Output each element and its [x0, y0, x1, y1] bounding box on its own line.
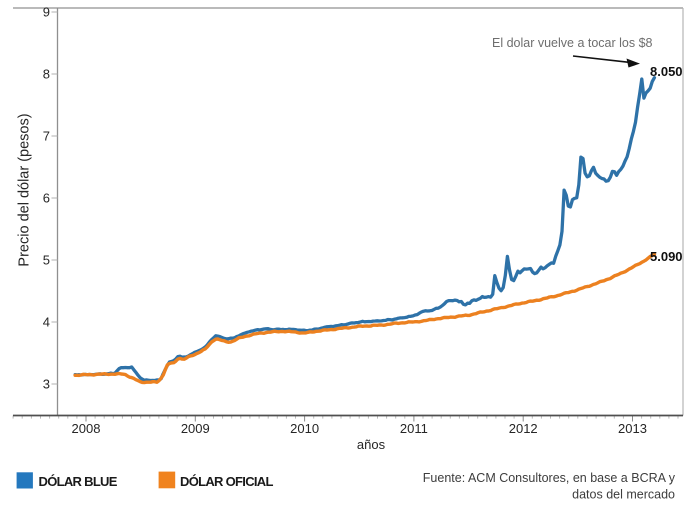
svg-text:El dolar vuelve a tocar los $8: El dolar vuelve a tocar los $8 — [492, 36, 653, 50]
svg-text:2012: 2012 — [509, 421, 538, 436]
svg-text:5: 5 — [43, 253, 50, 268]
svg-text:Fuente: ACM Consultores, en ba: Fuente: ACM Consultores, en base a BCRA … — [423, 471, 676, 485]
svg-text:DÓLAR BLUE: DÓLAR BLUE — [39, 474, 118, 489]
svg-text:2011: 2011 — [400, 421, 428, 436]
svg-text:7: 7 — [43, 129, 50, 144]
svg-text:2010: 2010 — [290, 421, 319, 436]
svg-text:DÓLAR OFICIAL: DÓLAR OFICIAL — [180, 474, 273, 489]
svg-text:8.050: 8.050 — [650, 64, 683, 79]
svg-text:datos del mercado: datos del mercado — [572, 488, 675, 502]
svg-text:Precio del dólar (pesos): Precio del dólar (pesos) — [17, 113, 33, 266]
svg-text:2008: 2008 — [72, 421, 101, 436]
svg-text:3: 3 — [43, 377, 50, 392]
svg-text:2009: 2009 — [181, 421, 210, 436]
svg-text:8: 8 — [43, 67, 50, 82]
svg-text:5.090: 5.090 — [650, 249, 683, 264]
svg-text:9: 9 — [43, 5, 50, 20]
svg-text:6: 6 — [43, 191, 50, 206]
svg-text:2013: 2013 — [618, 421, 647, 436]
svg-text:4: 4 — [43, 315, 50, 330]
svg-text:años: años — [357, 437, 386, 452]
